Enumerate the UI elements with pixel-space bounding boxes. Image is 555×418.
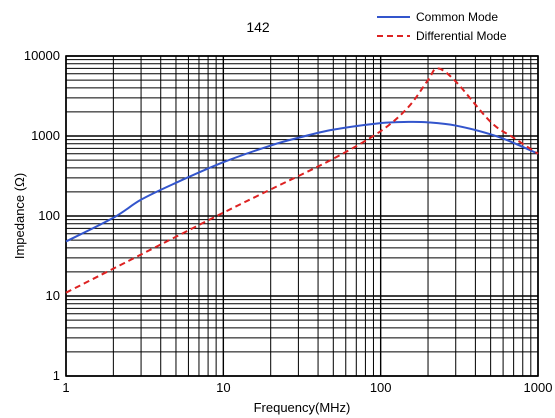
y-tick-label: 10000	[24, 48, 60, 63]
x-tick-label: 100	[370, 380, 392, 395]
x-tick-label: 1000	[524, 380, 553, 395]
x-axis-title: Frequency(MHz)	[254, 400, 351, 415]
tick-labels: 1 10 100 1000 1 10 100 1000 10000	[24, 48, 553, 395]
chart-title: 142	[246, 19, 270, 35]
y-tick-label: 10	[46, 288, 60, 303]
y-tick-label: 100	[38, 208, 60, 223]
grid	[65, 55, 539, 377]
series-line-differential-mode	[65, 67, 539, 294]
series-lines	[65, 67, 539, 294]
y-tick-label: 1000	[31, 128, 60, 143]
plot-frame	[65, 55, 539, 377]
legend: Common Mode Differential Mode	[377, 10, 507, 43]
series-line-common-mode	[65, 120, 539, 243]
y-axis-title: Impedance (Ω)	[12, 173, 27, 259]
y-tick-label: 1	[53, 368, 60, 383]
x-tick-label: 1	[62, 380, 69, 395]
x-tick-label: 10	[216, 380, 230, 395]
legend-label: Common Mode	[416, 10, 498, 24]
legend-label: Differential Mode	[416, 29, 507, 43]
